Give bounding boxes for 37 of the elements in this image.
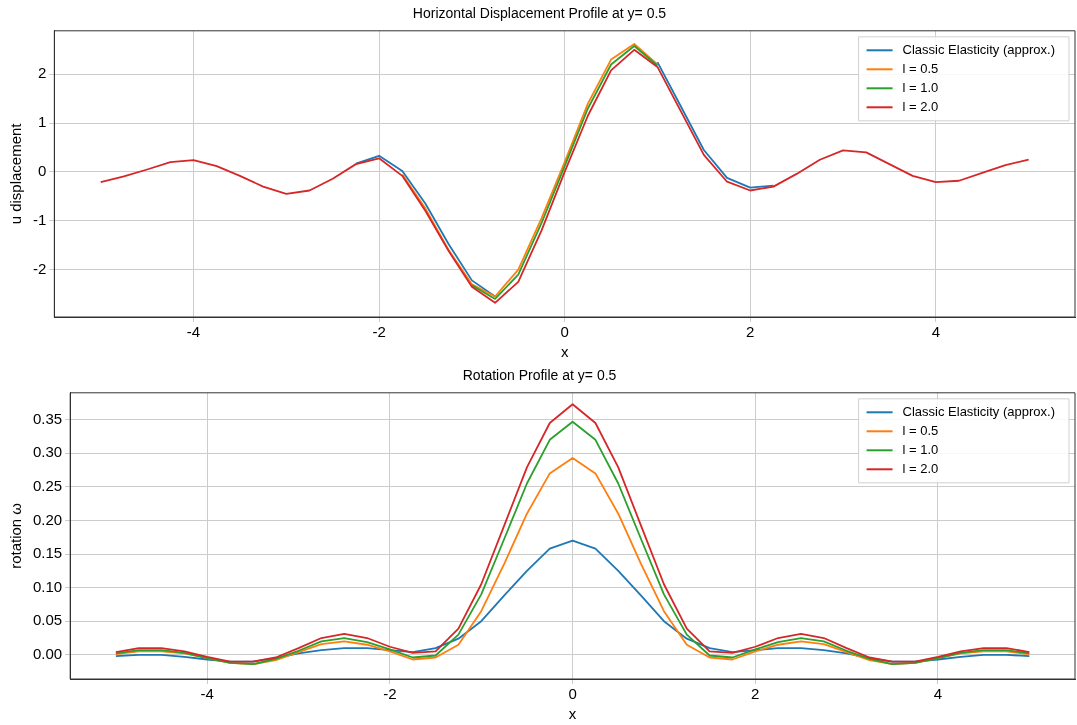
x-tick-label: 4	[931, 323, 940, 341]
legend-label: l = 2.0	[902, 460, 939, 476]
x-axis-title: x	[568, 705, 577, 723]
legend-label: l = 1.0	[902, 441, 939, 457]
legend-label: l = 2.0	[902, 98, 939, 114]
y-tick-label: -2	[32, 259, 47, 277]
x-tick-label: 2	[746, 323, 755, 341]
y-axis-title: rotation ω	[7, 502, 25, 569]
chart-title: Rotation Profile at y= 0.5	[462, 367, 617, 384]
y-tick-label: 2	[37, 64, 47, 82]
legend-label: l = 0.5	[902, 60, 939, 76]
y-tick-label: 0.05	[32, 611, 63, 629]
y-tick-label: 0.15	[32, 544, 63, 562]
y-tick-label: 0.35	[32, 409, 63, 427]
y-tick-label: 0.25	[32, 477, 63, 494]
legend-label: Classic Elasticity (approx.)	[902, 403, 1056, 419]
y-tick-label: 0.10	[32, 577, 63, 595]
x-tick-label: -2	[383, 685, 397, 703]
x-tick-label: -4	[186, 323, 201, 341]
y-axis-title: u displacement	[7, 122, 25, 225]
x-axis-title: x	[560, 343, 569, 361]
legend-label: Classic Elasticity (approx.)	[902, 41, 1056, 57]
x-tick-label: 4	[933, 685, 943, 703]
y-tick-label: 0.00	[32, 644, 63, 662]
chart-title: Horizontal Displacement Profile at y= 0.5	[412, 5, 667, 22]
x-tick-label: -2	[372, 323, 386, 341]
x-tick-label: 2	[751, 685, 760, 703]
x-tick-label: -4	[200, 685, 214, 703]
y-tick-label: 1	[37, 113, 47, 131]
y-tick-label: 0.20	[32, 510, 63, 528]
legend-label: l = 1.0	[902, 79, 939, 95]
x-tick-label: 0	[560, 323, 569, 341]
x-tick-label: 0	[568, 685, 577, 703]
y-tick-label: 0.30	[32, 443, 63, 461]
legend-label: l = 0.5	[902, 422, 939, 438]
y-tick-label: -1	[32, 210, 47, 228]
y-tick-label: 0	[37, 162, 47, 180]
